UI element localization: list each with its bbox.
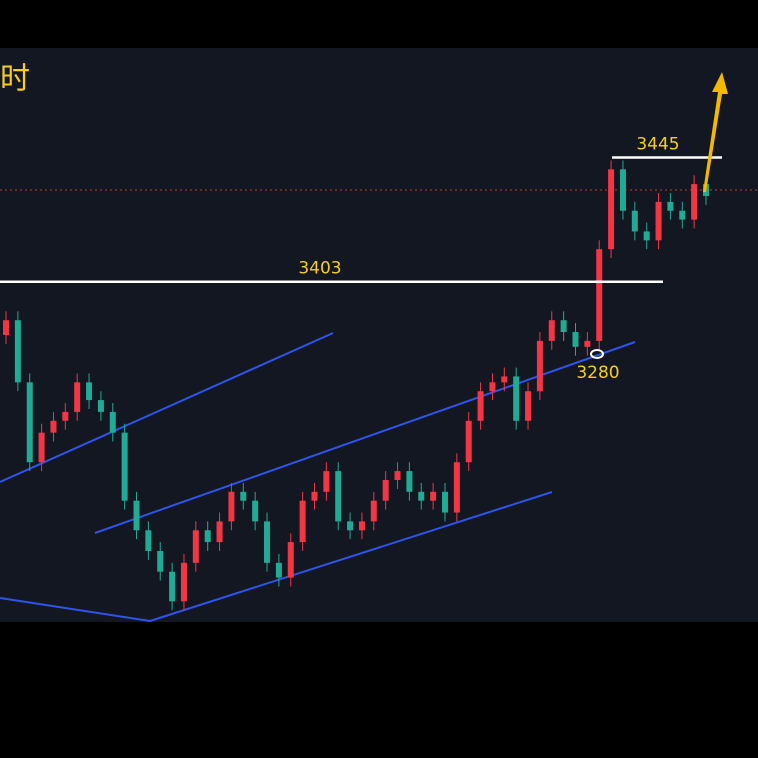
levels: 3445 3403 xyxy=(0,134,722,283)
candle-body xyxy=(477,391,484,421)
candle-body xyxy=(50,420,57,433)
trend-line xyxy=(0,597,151,622)
annotation-label: 3280 xyxy=(576,363,619,383)
candle-body xyxy=(631,210,638,232)
candle-body xyxy=(275,562,282,578)
candle-body xyxy=(347,521,354,531)
candle-body xyxy=(679,210,686,220)
candle-body xyxy=(643,231,650,241)
candle-body xyxy=(335,471,342,522)
candle-body xyxy=(596,249,603,341)
candle-body xyxy=(204,530,211,543)
candle-body xyxy=(430,491,437,501)
candle-body xyxy=(109,411,116,433)
candle-body xyxy=(560,320,567,333)
candle-body xyxy=(572,332,579,347)
candle-body xyxy=(145,530,152,551)
trend-line xyxy=(149,491,553,622)
candle-body xyxy=(240,491,247,501)
candle-body xyxy=(536,340,543,392)
candle-body xyxy=(14,320,21,383)
candle-body xyxy=(3,320,9,335)
candle-body xyxy=(691,184,698,220)
marker-circle xyxy=(590,349,604,359)
candle-body xyxy=(38,432,45,463)
candle-body xyxy=(370,500,377,522)
candle-body xyxy=(465,420,472,463)
candle-body xyxy=(489,382,496,392)
candle-body xyxy=(287,542,294,578)
candle-body xyxy=(169,571,176,602)
candle-body xyxy=(358,521,365,531)
candle-body xyxy=(513,376,520,421)
candle-body xyxy=(548,320,555,341)
candle-body xyxy=(323,471,330,492)
candle-body xyxy=(97,400,104,412)
candle-body xyxy=(192,530,199,563)
level-label: 3445 xyxy=(636,134,679,154)
candle-body xyxy=(608,169,615,250)
candles xyxy=(3,160,709,611)
candle-body xyxy=(453,462,460,513)
candle-body xyxy=(584,340,591,347)
candle-body xyxy=(501,376,508,383)
candle-body xyxy=(418,491,425,501)
trend-line xyxy=(0,332,334,483)
candle-body xyxy=(655,201,662,241)
candle-body xyxy=(86,382,93,401)
candle-body xyxy=(74,382,81,412)
candle-body xyxy=(180,562,187,602)
candle-body xyxy=(525,391,532,421)
candle-body xyxy=(382,479,389,501)
trend-lines xyxy=(0,332,636,622)
candle-body xyxy=(228,491,235,522)
chart-title: 时 xyxy=(0,62,30,97)
candle-body xyxy=(26,382,33,463)
candle-body xyxy=(216,521,223,543)
candle-body xyxy=(667,201,674,211)
level-label: 3403 xyxy=(298,259,341,279)
trend-line xyxy=(94,341,636,534)
candle-body xyxy=(311,491,318,501)
candle-body xyxy=(394,471,401,480)
candle-body xyxy=(62,411,69,421)
candle-body xyxy=(121,432,128,501)
candle-body xyxy=(406,471,413,492)
candle-body xyxy=(619,169,626,211)
candle-body xyxy=(133,500,140,531)
candle-body xyxy=(157,550,164,572)
candle-body xyxy=(264,521,271,563)
chart-panel xyxy=(0,48,758,622)
candle-body xyxy=(252,500,259,522)
candle-body xyxy=(441,491,448,513)
candle-body xyxy=(299,500,306,543)
up-arrow xyxy=(703,72,728,192)
